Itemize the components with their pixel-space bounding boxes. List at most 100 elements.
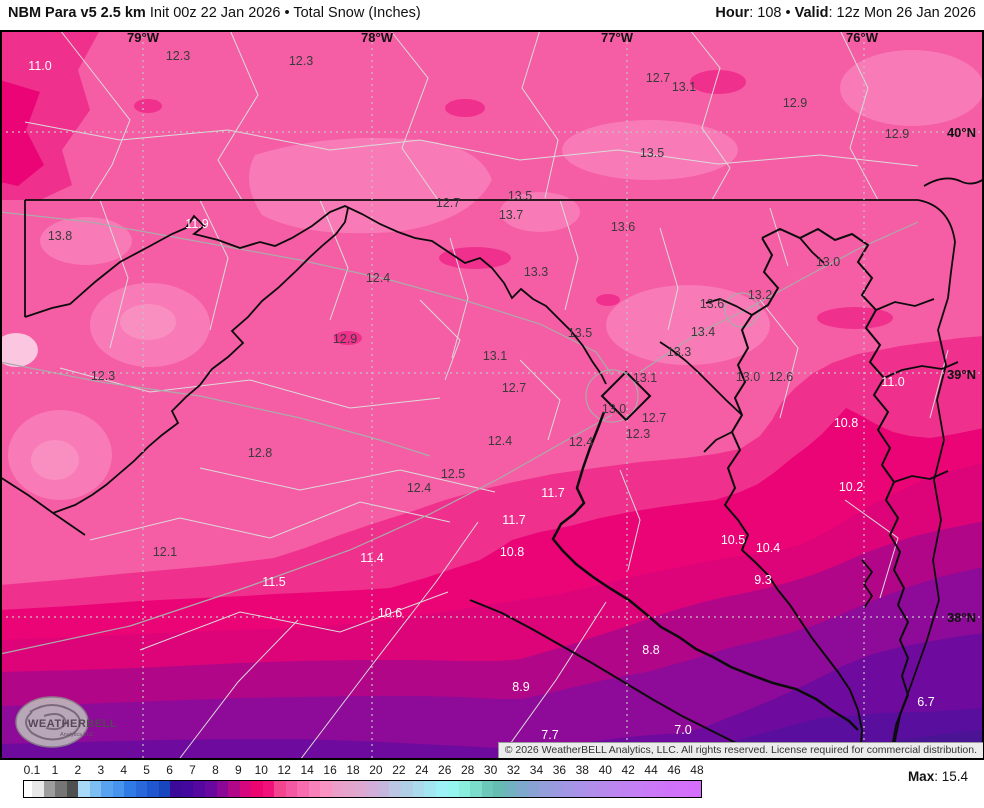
colorbar-tick: 6 <box>166 763 173 777</box>
colorbar-tick: 22 <box>392 763 406 777</box>
colorbar-segment <box>516 781 528 797</box>
latitude-label: 39°N <box>947 367 976 382</box>
colorbar-tick: 12 <box>277 763 291 777</box>
grid-lines-layer <box>0 30 984 760</box>
colorbar-tick: 28 <box>460 763 475 777</box>
colorbar-segment <box>251 781 263 797</box>
separator: • <box>785 5 791 21</box>
map-value-label: 13.0 <box>816 255 840 269</box>
map-value-label: 12.7 <box>642 411 666 425</box>
colorbar-segment <box>654 781 667 797</box>
map-value-label: 12.7 <box>436 196 460 210</box>
colorbar-segment <box>216 781 229 797</box>
init-time: Init 00z 22 Jan 2026 <box>149 5 281 21</box>
colorbar-segment <box>458 781 471 797</box>
colorbar-segment <box>343 781 355 797</box>
colorbar-segment <box>101 781 113 797</box>
map-value-label: 12.4 <box>569 435 593 449</box>
colorbar-segment <box>308 781 321 797</box>
potomac-river <box>24 205 607 385</box>
map-value-label: 13.5 <box>508 189 532 203</box>
map-value-label: 13.5 <box>640 146 664 160</box>
map-value-label: 13.3 <box>524 265 548 279</box>
map-value-label: 11.7 <box>502 513 525 527</box>
colorbar-segment <box>401 781 413 797</box>
colorbar-segment <box>620 781 632 797</box>
colorbar-tick: 26 <box>438 763 452 777</box>
colorbar-segment <box>170 781 182 797</box>
model-name: NBM Para v5 2.5 km <box>8 5 146 21</box>
colorbar-tick: 10 <box>254 763 268 777</box>
title-right: Hour: 108 • Valid: 12z Mon 26 Jan 2026 <box>715 5 976 21</box>
colorbar-segment <box>689 781 701 797</box>
map-value-label: 10.5 <box>721 533 745 547</box>
map-value-label: 13.0 <box>602 402 626 416</box>
map-value-label: 12.9 <box>783 96 807 110</box>
map-value-label: 10.8 <box>500 545 524 559</box>
colorbar-segment <box>147 781 159 797</box>
valid-value: 12z Mon 26 Jan 2026 <box>836 5 976 21</box>
colorbar-segment <box>43 781 56 797</box>
map-value-label: 10.4 <box>756 541 780 555</box>
colorbar-segment <box>204 781 217 797</box>
colorbar-tick: 36 <box>552 763 567 777</box>
colorbar-segment <box>631 781 644 797</box>
map-value-label: 8.8 <box>642 643 659 657</box>
colorbar-tick: 3 <box>97 763 105 777</box>
map-frame <box>0 30 984 760</box>
rappahannock-river <box>469 599 767 759</box>
map-value-label: 7.0 <box>674 723 691 737</box>
colorbar-tick: 0.1 <box>23 763 41 777</box>
map: WEATHERBELL Analytics LLC 79°W 78°W 77°W 76… <box>0 30 984 760</box>
header: NBM Para v5 2.5 km Init 00z 22 Jan 2026 … <box>0 0 984 30</box>
colorbar-segment <box>412 781 425 797</box>
chesapeake-bay <box>723 227 910 759</box>
map-value-label: 11.7 <box>541 486 564 500</box>
footer: 0.1 1 2 3 4 5 6 7 8 9 10 12 14 16 18 20 22 24 26 28 30 32 34 36… <box>0 760 984 808</box>
colorbar-segment <box>285 781 298 797</box>
colorbar-segment <box>389 781 401 797</box>
snowfall-map: WEATHERBELL Analytics LLC 79°W 78°W 77°W 76… <box>0 30 984 760</box>
colorbar-segment <box>377 781 390 797</box>
colorbar-tick: 18 <box>346 763 360 777</box>
colorbar-segment <box>550 781 563 797</box>
colorbar-tick: 14 <box>300 763 314 777</box>
colorbar-segment <box>32 781 44 797</box>
map-value-label: 12.5 <box>441 467 465 481</box>
colorbar-tick: 20 <box>369 763 383 777</box>
colorbar-segment <box>447 781 459 797</box>
colorbar-segment <box>573 781 586 797</box>
valid-label: Valid <box>794 5 829 21</box>
map-value-label: 12.3 <box>91 369 115 383</box>
copyright-bar: © 2026 WeatherBELL Analytics, LLC. All r… <box>497 742 983 758</box>
colorbar-segment <box>78 781 90 797</box>
colorbar-tick: 44 <box>644 763 658 777</box>
colorbar-segment <box>55 781 67 797</box>
colorbar-segment <box>366 781 378 797</box>
colorbar-tick: 32 <box>506 763 521 777</box>
colorbar-segment <box>193 781 205 797</box>
colorbar-segment <box>527 781 540 797</box>
map-value-label: 12.3 <box>166 49 190 63</box>
tidal-potomac <box>551 411 859 731</box>
colorbar-segment <box>435 781 448 797</box>
hour-label: Hour <box>715 5 750 21</box>
map-value-label: 12.4 <box>488 434 512 448</box>
colorbar-tick: 5 <box>143 763 150 777</box>
colorbar-segment <box>597 781 609 797</box>
colorbar-segment <box>228 781 240 797</box>
colorbar-segment <box>677 781 690 797</box>
colorbar-tick: 30 <box>483 763 498 777</box>
colorbar-segment <box>297 781 309 797</box>
map-value-label: 12.4 <box>407 481 431 495</box>
map-value-label: 11.4 <box>360 551 383 565</box>
colorbar-tick: 4 <box>120 763 128 777</box>
colorbar-tick: 1 <box>51 763 59 777</box>
map-value-label: 8.9 <box>512 680 529 694</box>
map-value-label: 12.9 <box>333 332 357 346</box>
map-value-label: 6.7 <box>917 695 934 709</box>
map-value-label: 13.1 <box>672 80 696 94</box>
map-value-label: 12.7 <box>502 381 526 395</box>
map-value-label: 13.0 <box>736 370 760 384</box>
map-value-label: 7.7 <box>541 728 558 742</box>
